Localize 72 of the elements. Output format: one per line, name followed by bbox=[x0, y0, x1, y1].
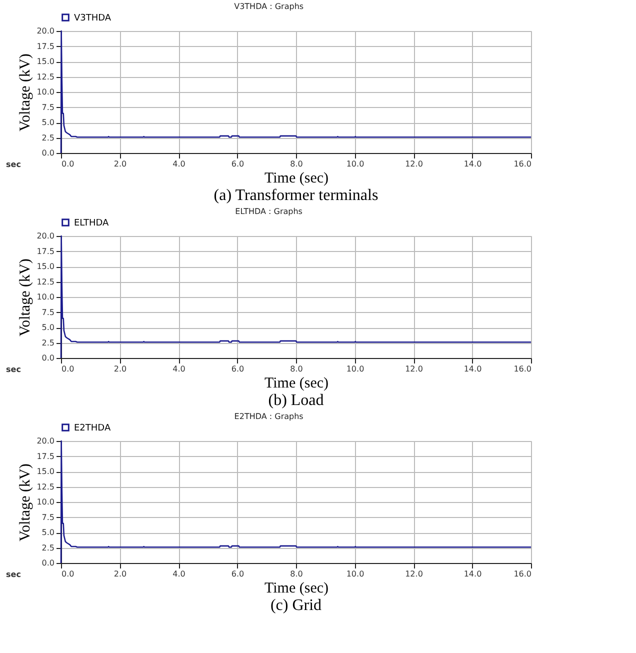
x-tick-label: 0.0 bbox=[62, 364, 74, 374]
y-tick-label: 20.0 bbox=[36, 436, 54, 446]
y-tick-label: 12.5 bbox=[36, 482, 54, 492]
y-tick-label: 15.0 bbox=[36, 57, 54, 66]
x-tick-label: 16.0 bbox=[514, 364, 532, 374]
y-tick-label: 0.0 bbox=[42, 148, 54, 158]
x-tick-label: 8.0 bbox=[290, 570, 303, 578]
y-tick-label: 5.0 bbox=[42, 323, 54, 332]
x-tick-label: 0.0 bbox=[62, 160, 74, 168]
legend-label: E2THDA bbox=[74, 424, 112, 434]
y-tick-label: 5.0 bbox=[42, 118, 54, 127]
x-tick-label: 4.0 bbox=[172, 570, 186, 578]
y-tick-label: 0.0 bbox=[42, 558, 54, 568]
text: (b) Load bbox=[268, 392, 324, 409]
x-tick-label: 2.0 bbox=[114, 160, 127, 168]
y-tick-label: 15.0 bbox=[36, 467, 54, 476]
x-tick-label: 6.0 bbox=[231, 364, 244, 374]
x-tick-label: 10.0 bbox=[346, 570, 364, 578]
y-tick-label: 2.5 bbox=[42, 543, 54, 552]
chart-title: ELTHDA : Graphs bbox=[235, 207, 302, 216]
y-tick-label: 17.5 bbox=[36, 246, 54, 256]
x-tick-label: 8.0 bbox=[290, 364, 303, 374]
y-tick-label: 7.5 bbox=[42, 102, 54, 112]
y-tick-label: 7.5 bbox=[42, 308, 54, 317]
x-tick-label: 12.0 bbox=[405, 160, 423, 168]
x-tick-label: 16.0 bbox=[514, 160, 532, 168]
x-tick-label: 8.0 bbox=[290, 160, 303, 168]
y-tick-label: 17.5 bbox=[36, 452, 54, 461]
chart-title: V3THDA : Graphs bbox=[234, 2, 304, 11]
y-tick-label: 2.5 bbox=[42, 133, 54, 142]
text: (c) Grid bbox=[270, 597, 322, 614]
text: (a) Transformer terminals bbox=[214, 187, 378, 204]
y-axis-title: Voltage (kV) bbox=[18, 54, 34, 132]
text: sec bbox=[6, 365, 22, 374]
y-tick-label: 0.0 bbox=[42, 354, 54, 362]
y-tick-label: 10.0 bbox=[36, 498, 54, 506]
y-tick-label: 12.5 bbox=[36, 277, 54, 286]
legend-label: V3THDA bbox=[74, 14, 112, 24]
y-tick-label: 12.5 bbox=[36, 72, 54, 82]
chart-title: E2THDA : Graphs bbox=[234, 412, 304, 421]
x-tick-label: 14.0 bbox=[464, 364, 482, 374]
text: sec bbox=[6, 160, 22, 169]
y-tick-label: 10.0 bbox=[36, 88, 54, 96]
y-tick-label: 2.5 bbox=[42, 338, 54, 348]
x-tick-label: 0.0 bbox=[62, 570, 74, 578]
x-axis-title: Time (sec) bbox=[264, 580, 329, 596]
x-tick-label: 14.0 bbox=[464, 160, 482, 168]
y-tick-label: 15.0 bbox=[36, 262, 54, 271]
y-axis-title: Voltage (kV) bbox=[18, 258, 34, 336]
x-tick-label: 4.0 bbox=[172, 160, 186, 168]
x-tick-label: 12.0 bbox=[405, 364, 423, 374]
x-tick-label: 6.0 bbox=[231, 160, 244, 168]
x-tick-label: 14.0 bbox=[464, 570, 482, 578]
x-tick-label: 12.0 bbox=[405, 570, 423, 578]
text: sec bbox=[6, 570, 22, 579]
x-tick-label: 4.0 bbox=[172, 364, 186, 374]
y-tick-label: 10.0 bbox=[36, 292, 54, 302]
y-axis-title: Voltage (kV) bbox=[18, 464, 34, 542]
x-tick-label: 10.0 bbox=[346, 160, 364, 168]
y-tick-label: 17.5 bbox=[36, 42, 54, 51]
x-tick-label: 16.0 bbox=[514, 570, 532, 578]
y-tick-label: 20.0 bbox=[36, 232, 54, 240]
x-tick-label: 6.0 bbox=[231, 570, 244, 578]
x-axis-title: Time (sec) bbox=[264, 170, 329, 186]
x-tick-label: 2.0 bbox=[114, 570, 127, 578]
x-tick-label: 2.0 bbox=[114, 364, 127, 374]
y-tick-label: 20.0 bbox=[36, 26, 54, 36]
y-tick-label: 5.0 bbox=[42, 528, 54, 537]
legend-label: ELTHDA bbox=[74, 218, 110, 228]
y-tick-label: 7.5 bbox=[42, 512, 54, 522]
x-tick-label: 10.0 bbox=[346, 364, 364, 374]
x-axis-title: Time (sec) bbox=[264, 376, 329, 392]
